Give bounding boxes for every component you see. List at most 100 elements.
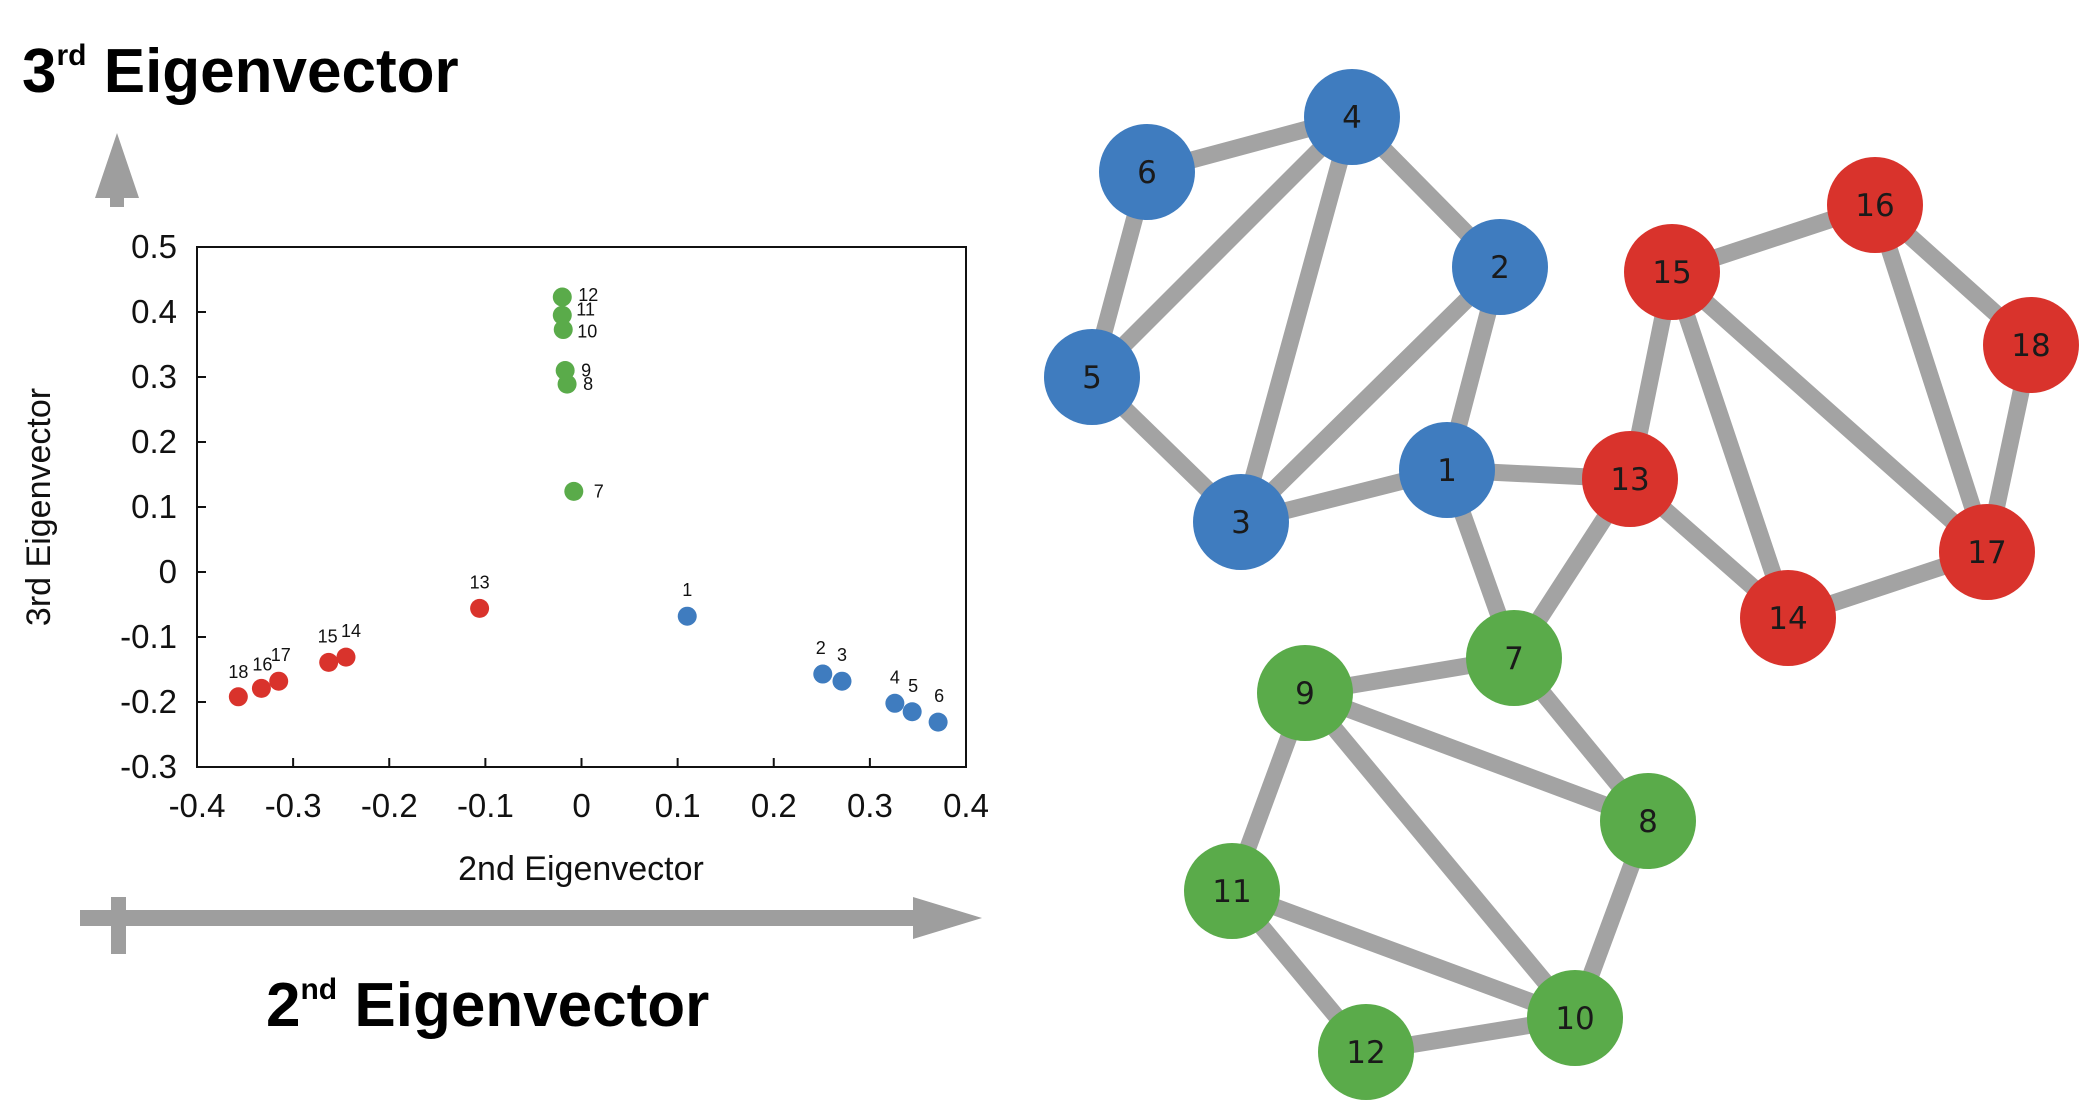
node-label-16: 16 xyxy=(1855,188,1894,224)
edge-11-10 xyxy=(1229,883,1578,1026)
scatter-point-label-7: 7 xyxy=(594,481,604,501)
scatter-point-label-3: 3 xyxy=(837,645,847,665)
node-11 xyxy=(1184,843,1280,939)
scatter-point-label-10: 10 xyxy=(577,322,597,342)
node-5 xyxy=(1044,329,1140,425)
x-tick-label: -0.3 xyxy=(265,787,322,824)
y-big-label: 3rd Eigenvector xyxy=(22,37,459,106)
node-18 xyxy=(1983,297,2079,393)
scatter-point-label-2: 2 xyxy=(816,638,826,658)
x-tick-label: -0.1 xyxy=(457,787,514,824)
y-tick-label: 0.3 xyxy=(131,358,177,395)
node-9 xyxy=(1257,645,1353,741)
y-axis-title: 3rd Eigenvector xyxy=(20,388,58,626)
svg-text:3rd Eigenvector: 3rd Eigenvector xyxy=(22,37,459,106)
edge-9-8 xyxy=(1302,685,1651,829)
scatter-point-label-16: 16 xyxy=(252,654,272,674)
node-15 xyxy=(1624,224,1720,320)
node-label-10: 10 xyxy=(1555,1001,1594,1037)
y-tick-label: -0.3 xyxy=(120,748,177,785)
node-label-15: 15 xyxy=(1652,255,1691,291)
scatter-point-6 xyxy=(928,712,948,732)
x-tick-label: 0.4 xyxy=(943,787,989,824)
scatter-point-label-15: 15 xyxy=(318,626,338,646)
edge-16-17 xyxy=(1866,202,1996,555)
x-tick-label: 0.1 xyxy=(655,787,701,824)
scatter-plot: -0.4 -0.3 -0.2 -0.1 0 0.1 0.2 0.3 0.4 -0.3-0.2-0… xyxy=(20,228,989,888)
x-big-label-rest: Eigenvector xyxy=(337,971,709,1040)
node-8 xyxy=(1600,773,1696,869)
node-6 xyxy=(1099,124,1195,220)
scatter-point-12 xyxy=(552,287,572,307)
scatter-point-10 xyxy=(553,320,573,340)
x-tick-label: -0.4 xyxy=(169,787,226,824)
scatter-point-11 xyxy=(552,305,572,325)
scatter-point-18 xyxy=(228,687,248,707)
y-tick-label: 0.4 xyxy=(131,293,177,330)
node-label-6: 6 xyxy=(1137,155,1157,191)
edge-9-10 xyxy=(1298,687,1582,1024)
scatter-point-label-13: 13 xyxy=(470,572,490,592)
node-1 xyxy=(1399,422,1495,518)
x-axis: -0.4 -0.3 -0.2 -0.1 0 0.1 0.2 0.3 0.4 xyxy=(169,758,989,824)
scatter-point-15 xyxy=(319,652,339,672)
node-3 xyxy=(1193,474,1289,570)
scatter-point-label-1: 1 xyxy=(682,580,692,600)
svg-text:2nd Eigenvector: 2nd Eigenvector xyxy=(266,971,709,1040)
node-label-5: 5 xyxy=(1082,360,1102,396)
scatter-point-label-17: 17 xyxy=(271,645,291,665)
x-tick-label: -0.2 xyxy=(361,787,418,824)
y-big-label-rest: Eigenvector xyxy=(86,37,458,106)
node-14 xyxy=(1740,570,1836,666)
scatter-point-7 xyxy=(564,481,584,501)
y-tick-label: 0.1 xyxy=(131,488,177,525)
node-16 xyxy=(1827,157,1923,253)
node-label-17: 17 xyxy=(1967,535,2006,571)
x-big-label-sup: nd xyxy=(300,973,337,1006)
scatter-point-4 xyxy=(885,693,905,713)
scatter-point-label-11: 11 xyxy=(576,299,595,319)
y-tick-label: 0.2 xyxy=(131,423,177,460)
scatter-point-5 xyxy=(902,702,922,722)
edge-15-17 xyxy=(1666,265,1993,559)
node-label-13: 13 xyxy=(1610,462,1649,498)
y-big-label-base: 3 xyxy=(22,37,56,106)
edge-2-3 xyxy=(1235,260,1506,529)
scatter-point-16 xyxy=(251,678,271,698)
scatter-point-label-9: 9 xyxy=(581,361,591,381)
node-13 xyxy=(1582,431,1678,527)
scatter-point-13 xyxy=(470,598,490,618)
x-tick-label: 0.3 xyxy=(847,787,893,824)
node-label-7: 7 xyxy=(1504,641,1524,677)
right-arrow-icon xyxy=(80,897,982,954)
node-label-12: 12 xyxy=(1346,1035,1385,1071)
y-tick-label: -0.2 xyxy=(120,683,177,720)
node-label-18: 18 xyxy=(2011,328,2050,364)
y-tick-label: 0.5 xyxy=(131,228,177,265)
x-big-label: 2nd Eigenvector xyxy=(266,971,709,1040)
scatter-point-label-4: 4 xyxy=(890,667,900,687)
node-7 xyxy=(1466,610,1562,706)
scatter-point-2 xyxy=(813,664,833,684)
scatter-point-14 xyxy=(336,647,356,667)
node-label-8: 8 xyxy=(1638,804,1658,840)
node-label-2: 2 xyxy=(1490,250,1510,286)
y-axis: -0.3 -0.2 -0.1 0 0.1 0.2 0.3 0.4 0.5 xyxy=(120,228,206,785)
scatter-point-3 xyxy=(832,671,852,691)
scatter-point-label-18: 18 xyxy=(228,662,248,682)
node-label-14: 14 xyxy=(1768,601,1807,637)
scatter-point-label-6: 6 xyxy=(934,686,944,706)
node-2 xyxy=(1452,219,1548,315)
node-4 xyxy=(1304,69,1400,165)
node-label-1: 1 xyxy=(1437,453,1457,489)
scatter-point-label-14: 14 xyxy=(341,621,361,641)
edge-4-3 xyxy=(1232,114,1361,525)
edge-4-5 xyxy=(1085,110,1359,384)
scatter-point-17 xyxy=(269,671,289,691)
y-big-label-sup: rd xyxy=(56,39,86,72)
y-tick-label: -0.1 xyxy=(120,618,177,655)
node-label-4: 4 xyxy=(1342,100,1362,136)
